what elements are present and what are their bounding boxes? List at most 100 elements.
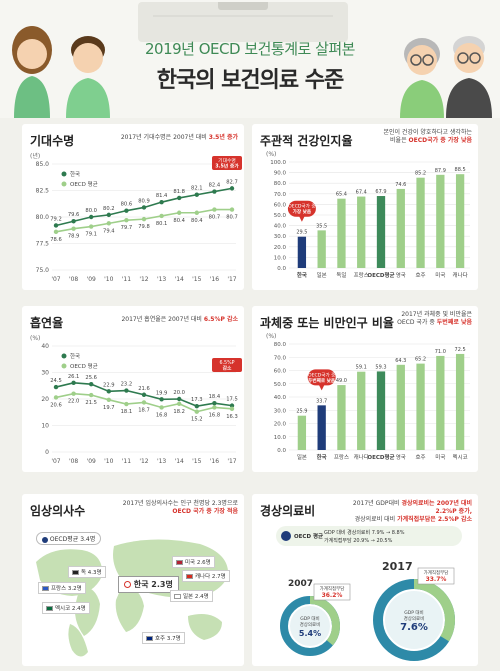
doctors-country-badge: 일본 2.4명 xyxy=(170,590,213,602)
data-label: 21.6 xyxy=(138,386,150,392)
health-perception-chart: (%) 0.0 10.0 20.0 30.0 40.0 50.0 60.0 70.0 80.0 90… xyxy=(266,151,470,279)
data-point xyxy=(71,226,76,231)
header-title: 한국의 보건의료 수준 xyxy=(156,68,344,93)
bar-value-label: 71.0 xyxy=(435,349,446,355)
data-point xyxy=(141,400,147,405)
data-point xyxy=(177,210,182,215)
x-tick-label: '12 xyxy=(139,276,148,283)
y-tick-label: 50.0 xyxy=(274,382,287,388)
y-tick-label: 80.0 xyxy=(36,214,50,221)
gdp-value: 7.6% xyxy=(400,622,428,633)
y-tick-label: 85.0 xyxy=(36,161,50,168)
data-label: 16.3 xyxy=(226,414,238,420)
data-point xyxy=(89,214,94,220)
y-tick-label: 80.0 xyxy=(274,181,287,187)
x-category-label: 캐나다 xyxy=(354,453,369,461)
data-point xyxy=(177,195,182,201)
x-category-label: 영국 xyxy=(396,453,406,461)
data-label: 18.4 xyxy=(209,394,221,400)
callout-text-line1: OECD국가 중 xyxy=(288,203,315,210)
country-doctor-value: 프랑스 3.2명 xyxy=(51,586,82,592)
y-tick-label: 60.0 xyxy=(274,202,287,208)
x-tick-label: '12 xyxy=(139,458,148,465)
life-note-highlight: 3.5년 증가 xyxy=(208,134,238,141)
y-tick-label: 30.0 xyxy=(274,234,287,240)
data-point xyxy=(71,380,76,386)
x-category-label: 한국 xyxy=(317,453,327,461)
data-label: 82.4 xyxy=(209,183,221,189)
bar-value-label: 49.0 xyxy=(336,378,347,384)
smoke-panel-note: 2017년 흡연율은 2007년 대비 6.5%P 감소 xyxy=(88,316,238,324)
person-man-illustration xyxy=(66,36,110,118)
bar-value-label: 35.5 xyxy=(316,223,327,229)
data-label: 80.4 xyxy=(191,218,203,224)
doctors-korea-value: 한국 2.3명 xyxy=(133,580,173,589)
bar-value-label: 25.9 xyxy=(296,409,307,415)
y-tick-label: 10.0 xyxy=(274,255,287,261)
x-tick-label: '10 xyxy=(104,458,113,465)
y-tick-label: 40.0 xyxy=(274,395,287,401)
y-tick-label: 70.0 xyxy=(274,355,287,361)
y-tick-label: 60.0 xyxy=(274,369,287,375)
x-category-label: 프랑스 xyxy=(354,272,369,279)
obesity-panel: 과체중 또는 비만인구 비율 2017년 과체중 및 비만율은 OECD 국가 … xyxy=(252,306,478,472)
data-label: 82.1 xyxy=(191,186,203,192)
bar-value-label: 33.7 xyxy=(316,398,327,404)
doctors-korea-badge: 한국 2.3명 xyxy=(118,576,179,593)
data-point xyxy=(53,229,59,235)
x-tick-label: '14 xyxy=(175,458,184,465)
data-point xyxy=(159,405,164,410)
bar-8 xyxy=(455,174,465,268)
y-tick-label: 80.0 xyxy=(274,342,287,348)
obese-note-highlight: 두번째로 낮음 xyxy=(436,319,472,326)
data-point xyxy=(229,186,235,191)
x-category-label: OECD평균 xyxy=(367,271,394,279)
country-flag-icon xyxy=(72,570,79,575)
data-label: 79.4 xyxy=(103,228,115,234)
obese-panel-note: 2017년 과체중 및 비만율은 OECD 국가 중 두번째로 낮음 xyxy=(372,311,472,327)
data-point xyxy=(89,381,94,387)
bar-5 xyxy=(396,188,405,268)
bar-value-label: 64.3 xyxy=(395,358,406,364)
data-point xyxy=(124,388,129,393)
legend-pill xyxy=(276,526,462,546)
data-point xyxy=(194,409,199,414)
y-tick-label: 10 xyxy=(41,423,49,430)
data-point xyxy=(89,224,94,229)
spend-note-highlight1: 경상의료비는 2007년 대비 2.2%P 증가, xyxy=(401,500,472,515)
y-tick-label: 30 xyxy=(41,370,49,377)
y-tick-label: 0.0 xyxy=(277,266,286,272)
health-panel-title: 주관적 건강인지율 xyxy=(260,134,353,148)
callout-bubble xyxy=(307,369,336,386)
data-point xyxy=(229,207,235,212)
data-label: 17.5 xyxy=(226,397,238,403)
year-label: 2007 xyxy=(288,579,313,589)
legend-marker xyxy=(61,353,67,359)
legend-marker xyxy=(61,181,67,187)
data-label: 80.6 xyxy=(121,202,133,208)
y-tick-label: 100.0 xyxy=(270,160,286,166)
smoke-panel-title: 흡연율 xyxy=(30,316,64,330)
bar-2 xyxy=(337,198,346,268)
country-doctor-value: 미국 2.6명 xyxy=(185,560,211,566)
legend-label: OECD 평균 xyxy=(70,363,98,370)
bar-7 xyxy=(436,355,445,450)
data-point xyxy=(212,207,217,212)
data-point xyxy=(141,216,147,222)
legend-label: 한국 xyxy=(70,353,80,360)
data-label: 20.6 xyxy=(50,402,62,408)
donut-center xyxy=(290,606,330,646)
bar-3 xyxy=(357,196,366,268)
donut-household-slice xyxy=(413,579,455,642)
y-tick-label: 10.0 xyxy=(274,435,287,441)
data-label: 80.2 xyxy=(103,206,115,212)
health-spending-panel: 경상의료비 2017년 GDP대비 경상의료비는 2007년 대비 2.2%P … xyxy=(252,494,478,666)
x-category-label: 한국 xyxy=(297,271,307,279)
household-box xyxy=(417,567,455,585)
data-label: 15.2 xyxy=(191,417,203,423)
year-label: 2017 xyxy=(382,560,413,573)
doctors-panel-note: 2017년 임상의사수는 인구 천명당 2.3명으로 OECD 국가 중 가장 … xyxy=(88,500,238,516)
bar-value-label: 65.4 xyxy=(336,192,347,198)
doctors-panel: 임상의사수 2017년 임상의사수는 인구 천명당 2.3명으로 OECD 국가… xyxy=(22,494,244,666)
